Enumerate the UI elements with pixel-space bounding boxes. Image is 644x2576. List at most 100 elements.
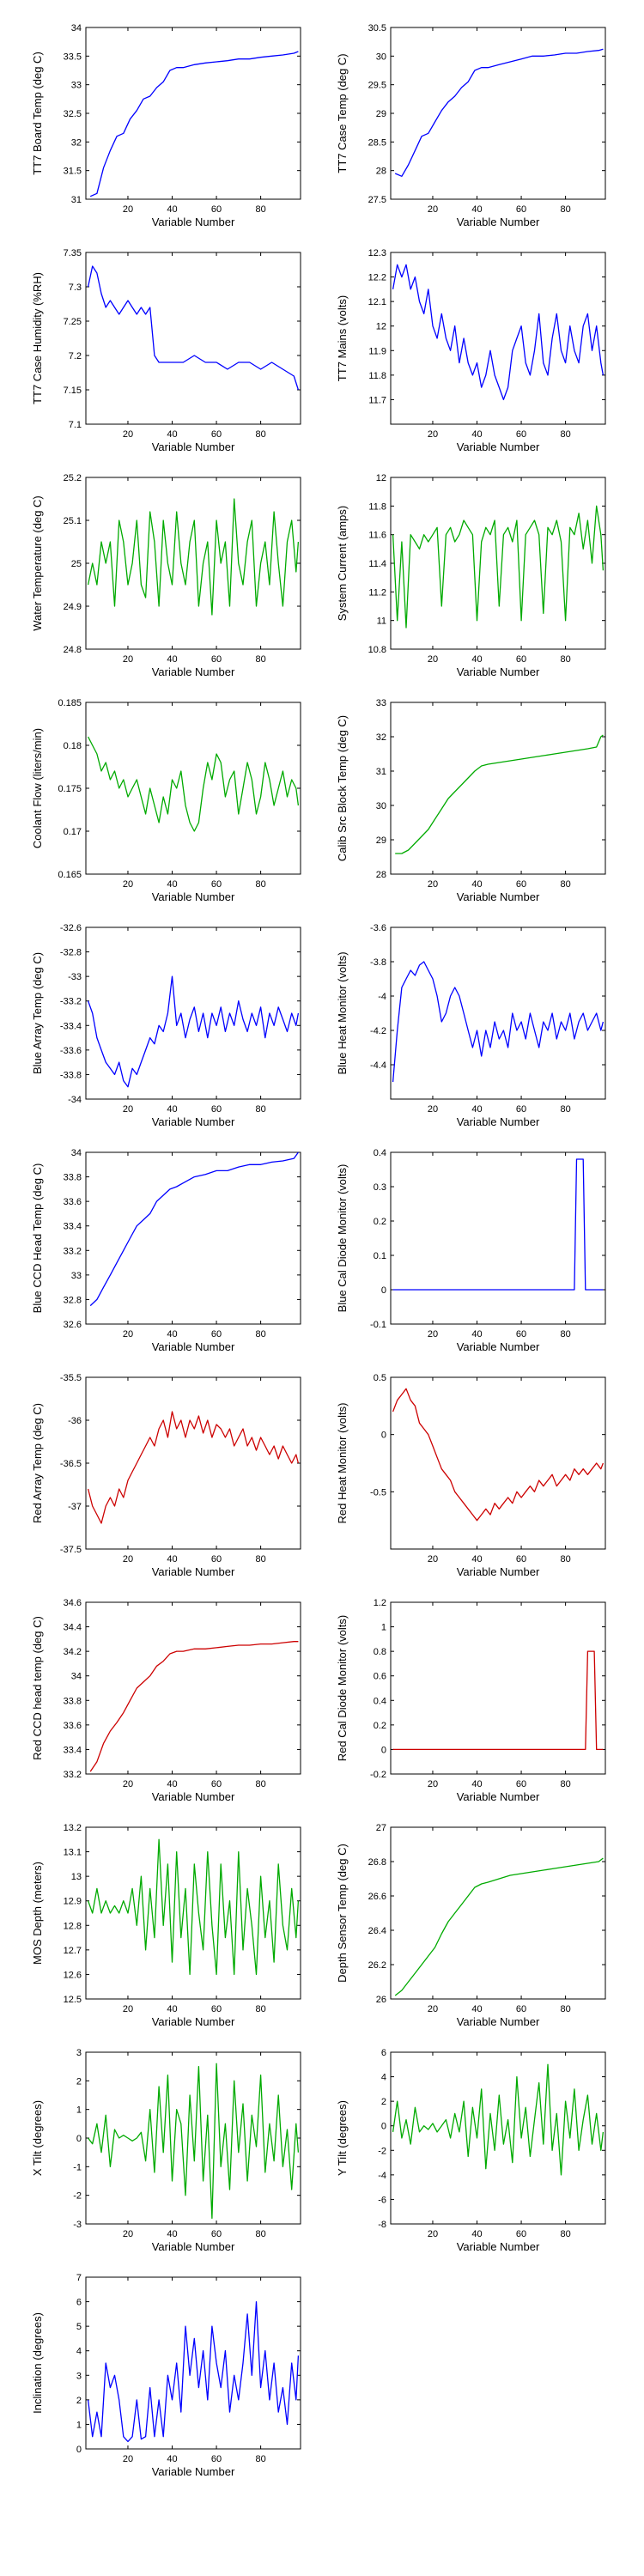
x-tick-label: 60 xyxy=(516,2229,526,2239)
y-tick-label: -4 xyxy=(378,2171,386,2181)
plot-frame xyxy=(85,1601,301,1775)
y-tick-label: -3 xyxy=(73,2220,82,2230)
plot-frame xyxy=(390,1601,606,1775)
chart-panel-6: 10.8 11 11.2 11.4 11.6 11.8 12 20 40 60 80 Variable… xyxy=(336,473,606,678)
y-tick-label: 12.3 xyxy=(368,248,386,258)
x-tick-label: 60 xyxy=(211,2229,222,2239)
x-tick-label: 60 xyxy=(516,204,526,215)
y-tick-label: -37.5 xyxy=(60,1545,82,1555)
y-tick-label: 0.8 xyxy=(374,1647,386,1657)
y-tick-label: 26.6 xyxy=(368,1892,386,1902)
x-tick-label: 20 xyxy=(428,1779,438,1789)
chart-panel-7: 0.165 0.17 0.175 0.18 0.185 20 40 60 80 Variable … xyxy=(31,698,301,903)
y-tick-label: 31.5 xyxy=(64,167,82,177)
x-tick-label: 20 xyxy=(123,1554,133,1564)
x-tick-label: 60 xyxy=(516,654,526,665)
x-tick-label: 40 xyxy=(167,2229,177,2239)
x-tick-label: 40 xyxy=(471,1779,482,1789)
x-tick-label: 80 xyxy=(255,1554,265,1564)
y-tick-label: 0.17 xyxy=(64,827,82,837)
y-tick-label: 5 xyxy=(76,2322,82,2332)
y-tick-label: 6 xyxy=(76,2298,82,2308)
series-line xyxy=(87,1838,300,1976)
y-tick-label: 33.2 xyxy=(64,1246,82,1256)
y-tick-label: 0.165 xyxy=(58,870,82,880)
y-tick-label: -3.8 xyxy=(370,957,386,968)
x-tick-label: 80 xyxy=(255,1329,265,1340)
y-tick-label: 0.6 xyxy=(374,1672,386,1682)
y-tick-label: 3 xyxy=(76,2048,82,2058)
y-tick-label: 12.1 xyxy=(368,297,386,307)
y-tick-label: 12.2 xyxy=(368,273,386,283)
x-tick-label: 80 xyxy=(255,2229,265,2239)
x-tick-label: 20 xyxy=(123,1104,133,1115)
chart-panel-17: 12.5 12.6 12.7 12.8 12.9 13 13.1 13.2 20 40 60 80 Va… xyxy=(31,1823,301,2028)
x-axis-label: Variable Number xyxy=(457,1790,540,1803)
x-tick-label: 60 xyxy=(211,429,222,440)
y-tick-label: 13 xyxy=(71,1872,82,1882)
y-tick-label: -2 xyxy=(73,2191,82,2202)
x-tick-label: 20 xyxy=(428,879,438,890)
chart-panel-5: 24.8 24.9 25 25.1 25.2 20 40 60 80 Variable Numbe… xyxy=(31,473,301,678)
y-tick-label: 0 xyxy=(381,1431,386,1441)
y-tick-label: -1 xyxy=(73,2162,82,2172)
x-tick-label: 20 xyxy=(123,654,133,665)
y-tick-label: 2 xyxy=(76,2396,82,2406)
y-tick-label: 7.15 xyxy=(64,386,82,396)
y-tick-label: 33.2 xyxy=(64,1770,82,1780)
y-tick-label: -0.5 xyxy=(370,1487,386,1498)
y-tick-label: 7 xyxy=(76,2273,82,2283)
x-tick-label: 20 xyxy=(428,204,438,215)
x-tick-label: 60 xyxy=(516,429,526,440)
x-tick-label: 40 xyxy=(471,204,482,215)
y-tick-label: -32.8 xyxy=(60,948,82,958)
x-tick-label: 60 xyxy=(516,1554,526,1564)
series-line xyxy=(87,1411,300,1524)
x-tick-label: 40 xyxy=(167,1554,177,1564)
x-tick-label: 20 xyxy=(428,1104,438,1115)
series-line xyxy=(87,975,300,1088)
plot-frame xyxy=(85,477,301,650)
x-tick-label: 40 xyxy=(167,1104,177,1115)
x-tick-label: 80 xyxy=(560,879,570,890)
y-tick-label: 34 xyxy=(71,23,82,33)
x-tick-label: 20 xyxy=(428,2004,438,2014)
y-tick-label: 25.2 xyxy=(64,473,82,483)
plot-frame xyxy=(85,1151,301,1325)
y-tick-label: 0.1 xyxy=(374,1251,386,1261)
plot-frame xyxy=(390,27,606,200)
y-axis-label: Blue Cal Diode Monitor (volts) xyxy=(336,1164,349,1313)
y-tick-label: 34.6 xyxy=(64,1598,82,1608)
x-tick-label: 40 xyxy=(167,1779,177,1789)
x-tick-label: 20 xyxy=(123,1329,133,1340)
series-line xyxy=(392,264,605,401)
y-tick-label: 27 xyxy=(376,1823,386,1833)
x-axis-label: Variable Number xyxy=(152,1790,235,1803)
y-tick-label: 24.8 xyxy=(64,645,82,655)
x-axis-label: Variable Number xyxy=(152,1565,235,1578)
y-tick-label: -4.2 xyxy=(370,1026,386,1036)
x-tick-label: 20 xyxy=(123,204,133,215)
y-axis-label: Inclination (degrees) xyxy=(31,2312,44,2414)
y-tick-label: 28.5 xyxy=(368,137,386,148)
x-axis-label: Variable Number xyxy=(152,665,235,678)
y-tick-label: 34.2 xyxy=(64,1647,82,1657)
chart-panel-3: 7.1 7.15 7.2 7.25 7.3 7.35 20 40 60 80 Variable Nu… xyxy=(31,248,301,453)
plot-frame xyxy=(390,252,606,425)
x-tick-label: 80 xyxy=(255,2454,265,2464)
series-line xyxy=(395,734,604,854)
y-tick-label: 11.7 xyxy=(368,395,386,405)
y-tick-label: 7.35 xyxy=(64,248,82,258)
y-tick-label: 0 xyxy=(381,1745,386,1755)
y-tick-label: 33.8 xyxy=(64,1696,82,1706)
x-tick-label: 20 xyxy=(428,429,438,440)
y-tick-label: 12.8 xyxy=(64,1921,82,1931)
y-tick-label: 29.5 xyxy=(368,81,386,91)
y-tick-label: -3.6 xyxy=(370,923,386,933)
y-tick-label: 13.2 xyxy=(64,1823,82,1833)
chart-panel-2: 27.5 28 28.5 29 29.5 30 30.5 20 40 60 80 Variable N… xyxy=(336,23,606,228)
x-tick-label: 20 xyxy=(428,2229,438,2239)
y-tick-label: 32 xyxy=(376,732,386,743)
plot-frame xyxy=(85,1376,301,1550)
y-tick-label: 1 xyxy=(76,2105,82,2116)
